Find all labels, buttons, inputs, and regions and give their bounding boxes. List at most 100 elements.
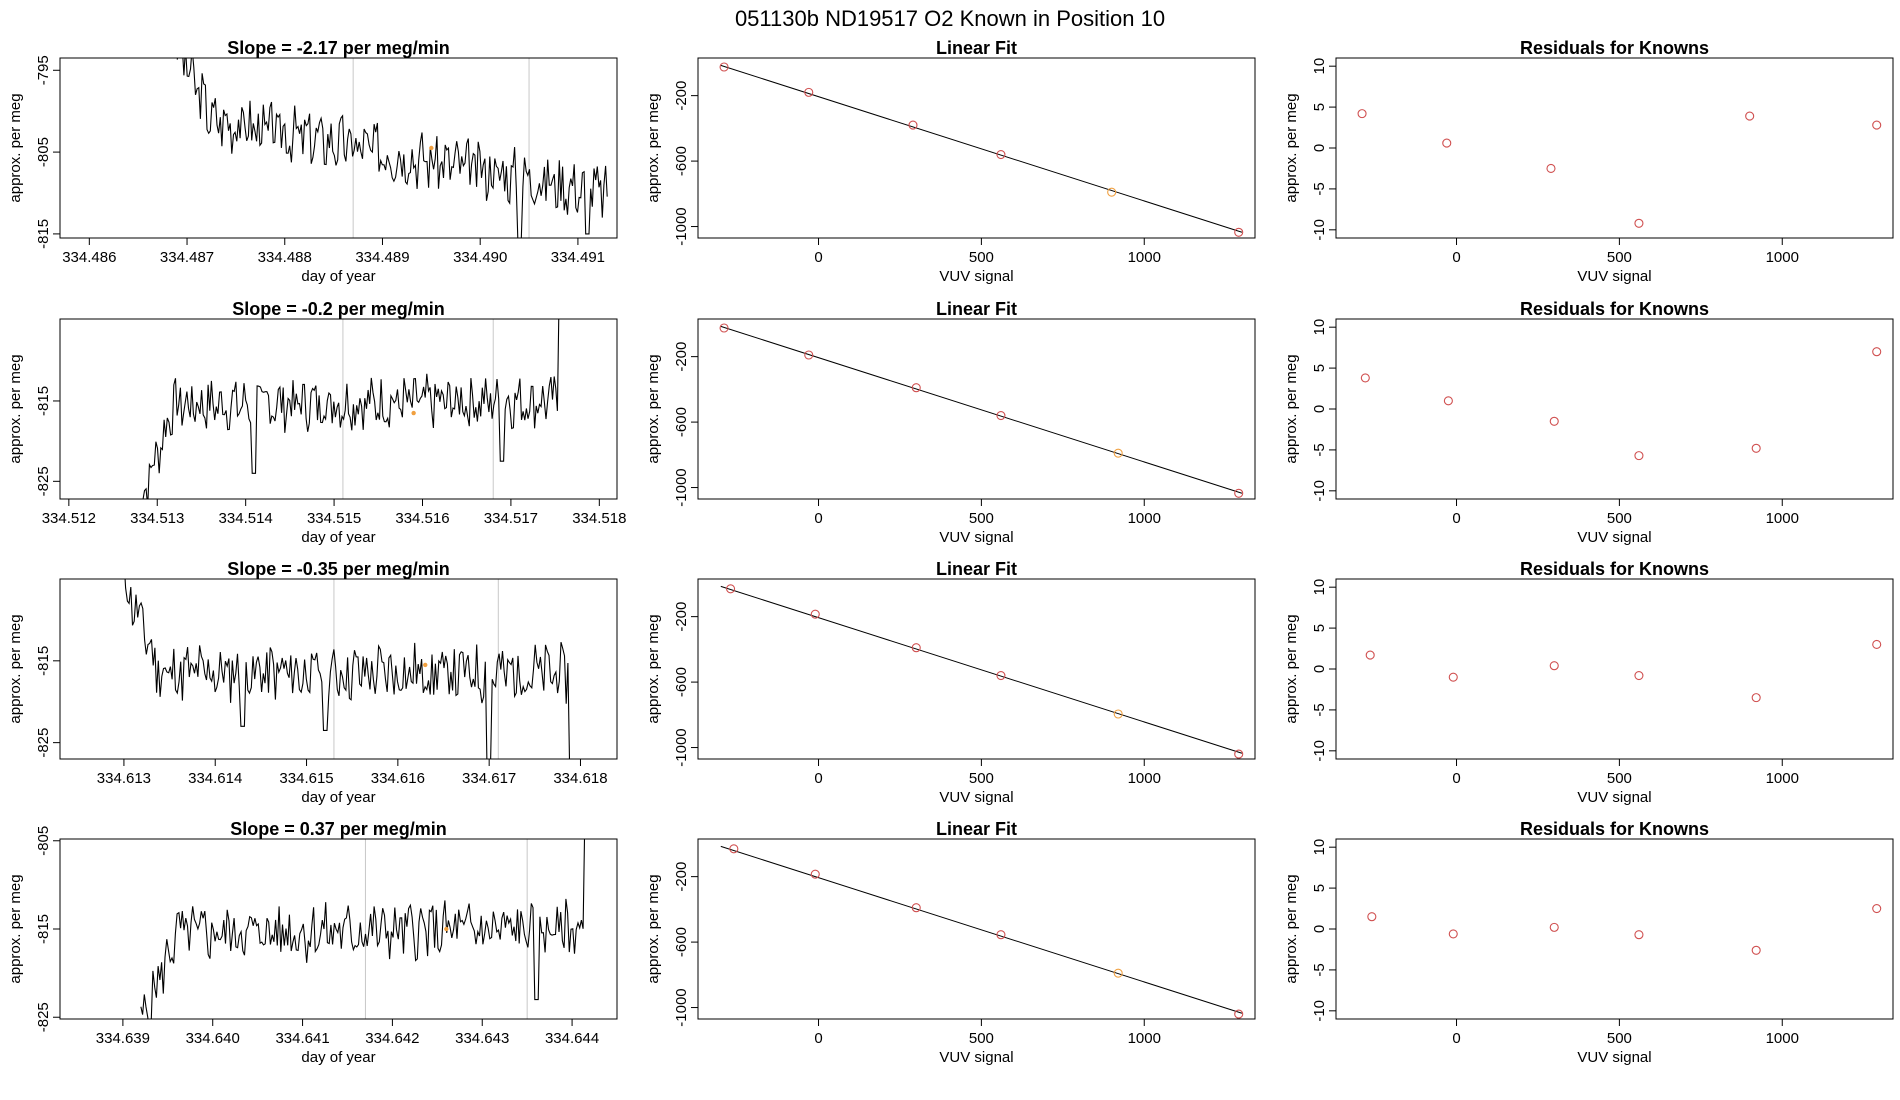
chart-10-data-point-4: [1113, 968, 1123, 978]
chart-11-y-tick-label-0: 10: [1311, 839, 1328, 856]
chart-4-fit-line: [720, 325, 1243, 494]
chart-5-y-tick-label-0: 10: [1311, 319, 1328, 336]
chart-10-x-tick-label-0: 0: [814, 1030, 822, 1047]
chart-0-trace-line: [176, 58, 608, 238]
chart-9-panel: 334.639 334.640 334.641 334.642 334.643 334.6…: [7, 819, 618, 1066]
chart-5-x-tick-label-0: 0: [1452, 510, 1460, 527]
chart-8-y-tick-label-4: -10: [1311, 740, 1328, 762]
chart-9-y-tick-label-2: -825: [35, 1002, 52, 1032]
chart-4-panel: 0 500 1000 -200 -600 -1000 Linear Fit VUV signa…: [645, 299, 1256, 546]
chart-7-data-point-4: [1113, 709, 1123, 719]
chart-8-x-axis-label: VUV signal: [1577, 789, 1651, 806]
chart-2-y-tick-label-4: -10: [1311, 219, 1328, 241]
chart-10-plot-frame: [697, 838, 1256, 1020]
chart-7-x-tick-label-2: 1000: [1128, 770, 1161, 787]
chart-0-y-tick-label-1: -805: [35, 137, 52, 167]
chart-2-data-point-5: [1872, 120, 1882, 130]
chart-2-x-tick-label-1: 500: [1607, 249, 1632, 266]
chart-0-x-tick-label-5: 334.491: [551, 249, 605, 266]
chart-11-data-point-5: [1872, 903, 1882, 914]
chart-7-x-axis-label: VUV signal: [939, 789, 1013, 806]
chart-7-y-tick-label-1: -600: [673, 667, 690, 697]
chart-1-data-point-2: [908, 120, 918, 130]
chart-5-x-axis-label: VUV signal: [1577, 529, 1651, 546]
chart-10-y-tick-label-0: -200: [673, 862, 690, 892]
chart-5-title: Residuals for Knowns: [1520, 299, 1709, 319]
chart-2-plot-frame: [1335, 57, 1894, 239]
chart-7-data-point-5: [1234, 749, 1244, 759]
chart-11-x-tick-label-2: 1000: [1766, 1030, 1799, 1047]
chart-5-y-tick-label-3: -5: [1311, 443, 1328, 456]
chart-9-x-tick-label-4: 334.643: [455, 1030, 509, 1047]
page-title: 051130b ND19517 O2 Known in Position 10: [735, 6, 1165, 31]
chart-10-data-point-5: [1234, 1009, 1244, 1019]
chart-7-panel: 0 500 1000 -200 -600 -1000 Linear Fit VUV signa…: [645, 559, 1256, 806]
chart-1-y-axis-label: approx. per meg: [645, 93, 662, 202]
chart-11-y-tick-label-1: 5: [1311, 884, 1328, 892]
chart-10-y-tick-label-1: -600: [673, 927, 690, 957]
chart-0-title: Slope = -2.17 per meg/min: [227, 38, 450, 58]
chart-8-x-tick-label-1: 500: [1607, 770, 1632, 787]
chart-0-y-tick-label-0: -795: [35, 55, 52, 85]
chart-1-plot-frame: [697, 57, 1256, 239]
chart-2-data-point-2: [1546, 163, 1556, 174]
chart-10-fit-line: [720, 845, 1243, 1014]
chart-2-data-point-1: [1442, 138, 1452, 148]
chart-9-marker-point: [444, 926, 449, 932]
chart-5-data-point-2: [1549, 416, 1559, 426]
chart-7-data-point-3: [996, 670, 1006, 681]
chart-10-panel: 0 500 1000 -200 -600 -1000 Linear Fit VUV signa…: [645, 819, 1256, 1066]
chart-0-panel: 334.486 334.487 334.488 334.489 334.490 334.4…: [7, 38, 618, 285]
chart-10-x-tick-label-1: 500: [969, 1030, 994, 1047]
chart-7-data-point-0: [726, 584, 736, 594]
chart-9-y-tick-label-1: -815: [35, 914, 52, 944]
chart-3-y-axis-label: approx. per meg: [7, 354, 24, 463]
chart-10-title: Linear Fit: [936, 819, 1017, 839]
chart-5-x-tick-label-1: 500: [1607, 510, 1632, 527]
chart-2-y-tick-label-1: 5: [1311, 103, 1328, 111]
chart-3-plot-frame: [59, 318, 618, 500]
chart-2-data-point-3: [1634, 218, 1644, 228]
chart-1-data-point-5: [1234, 227, 1244, 237]
chart-4-y-axis-label: approx. per meg: [645, 354, 662, 463]
chart-6-y-tick-label-1: -825: [35, 728, 52, 758]
chart-4-y-tick-label-0: -200: [673, 342, 690, 372]
chart-7-plot-frame: [697, 578, 1256, 760]
chart-11-y-axis-label: approx. per meg: [1283, 874, 1300, 983]
chart-9-x-tick-label-1: 334.640: [186, 1030, 240, 1047]
chart-4-data-point-5: [1234, 488, 1244, 498]
chart-1-data-point-0: [719, 62, 729, 72]
chart-4-data-point-1: [804, 350, 814, 360]
chart-8-data-point-4: [1751, 693, 1761, 703]
chart-11-panel: 0 500 1000 10 5 0 -5 -10 Residuals for Knowns VUV…: [1283, 819, 1894, 1066]
chart-7-data-point-2: [911, 643, 921, 653]
chart-4-y-tick-label-2: -1000: [673, 468, 690, 506]
chart-5-x-tick-label-2: 1000: [1766, 510, 1799, 527]
chart-8-y-tick-label-2: 0: [1311, 665, 1328, 673]
chart-11-data-point-0: [1367, 912, 1377, 922]
chart-5-y-tick-label-2: 0: [1311, 405, 1328, 413]
chart-7-title: Linear Fit: [936, 559, 1017, 579]
chart-6-x-tick-label-3: 334.616: [371, 770, 425, 787]
chart-8-x-tick-label-2: 1000: [1766, 770, 1799, 787]
chart-4-x-axis-label: VUV signal: [939, 529, 1013, 546]
chart-3-trace-line: [142, 319, 560, 499]
chart-6-x-tick-label-0: 334.613: [97, 770, 151, 787]
chart-0-y-tick-label-2: -815: [35, 219, 52, 249]
panel-grid: 334.486 334.487 334.488 334.489 334.490 334.4…: [7, 38, 1894, 1066]
chart-9-y-tick-label-0: -805: [35, 826, 52, 856]
chart-8-data-point-3: [1634, 670, 1644, 681]
chart-2-y-axis-label: approx. per meg: [1283, 93, 1300, 202]
chart-4-data-point-0: [719, 323, 729, 333]
chart-5-y-axis-label: approx. per meg: [1283, 354, 1300, 463]
chart-4-y-tick-label-1: -600: [673, 407, 690, 437]
chart-2-y-tick-label-0: 10: [1311, 58, 1328, 75]
chart-3-y-tick-label-1: -825: [35, 466, 52, 496]
chart-4-plot-frame: [697, 318, 1256, 500]
chart-11-y-tick-label-3: -5: [1311, 963, 1328, 976]
chart-5-data-point-0: [1360, 373, 1370, 383]
chart-1-title: Linear Fit: [936, 38, 1017, 58]
chart-6-title: Slope = -0.35 per meg/min: [227, 559, 450, 579]
chart-9-x-axis-label: day of year: [301, 1049, 375, 1066]
